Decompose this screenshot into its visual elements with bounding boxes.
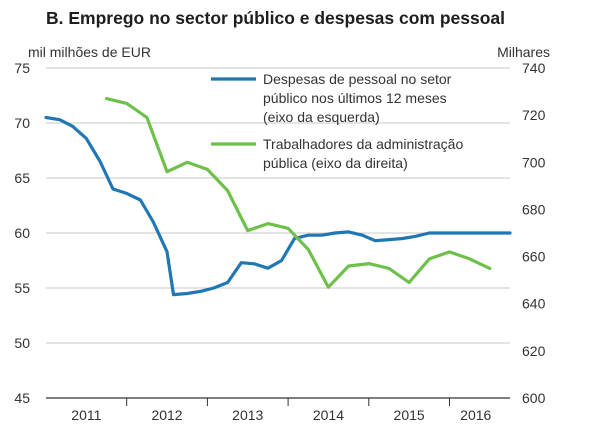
x-tick-label: 2015 — [394, 407, 425, 423]
series-line-despesas — [44, 115, 512, 297]
y-left-tick-label: 45 — [14, 390, 30, 406]
y-left-tick-label: 60 — [14, 225, 30, 241]
y-right-tick-label: 620 — [522, 343, 546, 359]
x-tick-label: 2012 — [151, 407, 182, 423]
y-right-tick-label: 700 — [522, 154, 546, 170]
y-right-tick-label: 680 — [522, 201, 546, 217]
x-tick-label: 2013 — [232, 407, 263, 423]
chart-title: B. Emprego no sector público e despesas … — [46, 8, 506, 28]
y-left-tick-label: 55 — [14, 280, 30, 296]
x-tick-label: 2011 — [71, 407, 101, 423]
x-tick-label: 2014 — [313, 407, 344, 423]
y-left-tick-label: 75 — [14, 60, 30, 76]
y-left-tick-label: 65 — [14, 170, 30, 186]
y-left-tick-label: 50 — [14, 335, 30, 351]
legend-label: (eixo da esquerda) — [263, 109, 380, 125]
axes: 45 50 55 60 65 70 75 600 620 640 660 680 700 720 740 20… — [14, 60, 545, 423]
legend-label: Despesas de pessoal no setor — [263, 71, 452, 87]
legend-label: público nos últimos 12 meses — [263, 90, 447, 106]
y-left-tick-label: 70 — [14, 115, 30, 131]
y-right-tick-label: 740 — [522, 60, 546, 76]
y-axis-left-label: mil milhões de EUR — [28, 44, 151, 60]
y-right-tick-label: 720 — [522, 107, 546, 123]
legend-label: Trabalhadores da administração — [263, 136, 463, 152]
y-right-tick-label: 660 — [522, 249, 546, 265]
legend-label: pública (eixo da direita) — [263, 155, 408, 171]
series-line-trabalhadores — [104, 97, 492, 289]
legend: Despesas de pessoal no setor público nos … — [211, 71, 463, 171]
y-right-tick-label: 640 — [522, 296, 546, 312]
y-right-tick-label: 600 — [522, 390, 546, 406]
series-lines — [44, 97, 512, 297]
y-axis-right-label: Milhares — [497, 44, 550, 60]
x-tick-label: 2016 — [460, 407, 491, 423]
